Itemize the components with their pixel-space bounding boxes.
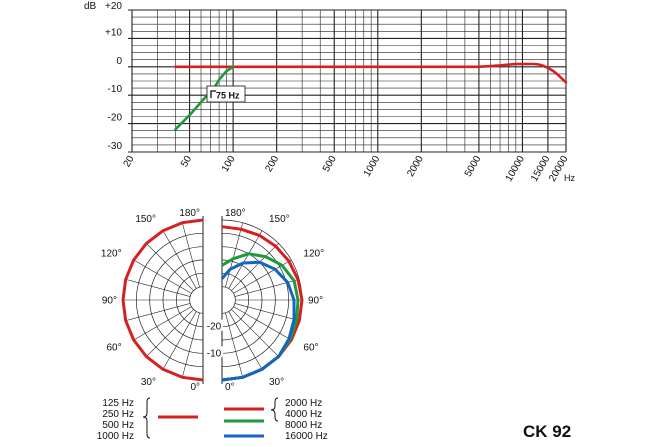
x-tick-label: 20 <box>122 154 137 170</box>
polar-spoke <box>125 279 191 297</box>
y-tick-label: 0 <box>116 56 122 67</box>
x-tick-label: 10000 <box>504 154 528 184</box>
polar-spoke <box>133 306 192 341</box>
polar-spoke <box>133 259 192 294</box>
legend-label: 4000 Hz <box>285 409 322 420</box>
frequency-response-chart: dB +20 +10 0 -10 -20 -30 20 50 100 200 500 1000 200… <box>84 1 575 184</box>
x-tick-label: 200 <box>263 154 281 174</box>
frequency-series-line <box>174 62 568 84</box>
angle-label: 90° <box>102 296 117 307</box>
angle-label: 150° <box>269 214 290 225</box>
polar-spoke <box>228 230 263 289</box>
legend-label: 1000 Hz <box>97 431 134 442</box>
angle-label: 180° <box>179 208 200 219</box>
polar-spoke <box>225 222 243 288</box>
polar-pattern-chart: -20 -10 180° 180° 150° 150° 120° 120° 90° 90° 60°… <box>101 208 324 393</box>
polar-ring <box>189 286 204 314</box>
ring-label-bg <box>205 319 223 331</box>
y-tick-labels: +20 +10 0 -10 -20 -30 <box>105 1 122 152</box>
polar-spoke <box>125 303 191 321</box>
angle-label: 150° <box>135 214 156 225</box>
y-tick-label: -30 <box>108 141 123 152</box>
polar-spoke <box>231 309 279 357</box>
angle-label: 30° <box>269 377 284 388</box>
angle-label: 30° <box>141 377 156 388</box>
angle-labels: 180° 180° 150° 150° 120° 120° 90° 90° 60° 60° 30° 3… <box>101 208 324 393</box>
angle-label: 120° <box>101 249 122 260</box>
polar-ring <box>221 286 236 314</box>
angle-label: 90° <box>308 296 323 307</box>
polar-spoke <box>182 312 200 378</box>
polar-spoke <box>162 311 197 370</box>
highpass-filter-icon <box>210 90 216 98</box>
polar-spoke <box>234 303 300 321</box>
polar-spoke <box>162 230 197 289</box>
ring-labels: -20 -10 <box>205 319 223 359</box>
x-unit-label: Hz <box>564 173 575 183</box>
x-tick-label: 500 <box>321 154 339 174</box>
angle-label: 60° <box>303 343 318 354</box>
polar-spoke <box>225 312 243 378</box>
legend-brace-left <box>142 397 151 439</box>
polar-spoke <box>233 306 292 341</box>
y-tick-label: +20 <box>105 1 122 12</box>
polar-spoke <box>146 243 194 291</box>
legend-label: 2000 Hz <box>285 398 322 409</box>
annotation-box <box>206 85 246 103</box>
angle-label: 120° <box>303 249 324 260</box>
polar-series-left <box>121 218 204 382</box>
polar-spoke <box>231 243 279 291</box>
ring-label-bg <box>205 346 223 358</box>
angle-label: 60° <box>106 343 121 354</box>
annotation-label: 75 Hz <box>216 91 240 101</box>
y-tick-label: +10 <box>105 27 122 38</box>
x-tick-label: 50 <box>179 154 194 170</box>
model-name: CK 92 <box>523 422 572 441</box>
ring-label: -10 <box>207 348 222 359</box>
polar-spoke <box>182 222 200 288</box>
polar-series-right <box>220 260 296 382</box>
cutoff-annotation: 75 Hz <box>206 85 246 103</box>
y-tick-label: -10 <box>108 84 123 95</box>
legend-label: 500 Hz <box>102 420 134 431</box>
x-tick-label: 5000 <box>463 154 484 179</box>
polar-spoke <box>228 311 263 370</box>
angle-label: 0° <box>225 382 235 393</box>
legend-label: 8000 Hz <box>285 420 322 431</box>
legend-label: 250 Hz <box>102 409 134 420</box>
angle-label: 0° <box>190 382 200 393</box>
legend-label: 16000 Hz <box>285 431 328 442</box>
x-tick-label: 2000 <box>405 154 426 179</box>
ring-label: -20 <box>207 322 222 333</box>
y-unit-label: dB <box>84 1 97 12</box>
frequency-grid <box>128 9 567 153</box>
legend-label: 125 Hz <box>102 398 134 409</box>
y-tick-label: -20 <box>108 113 123 124</box>
angle-label: 180° <box>225 208 246 219</box>
x-tick-label: 100 <box>220 154 238 174</box>
x-tick-label: 1000 <box>362 154 383 179</box>
polar-spoke <box>146 309 194 357</box>
legend-brace-right <box>270 397 279 422</box>
polar-series <box>121 218 304 382</box>
